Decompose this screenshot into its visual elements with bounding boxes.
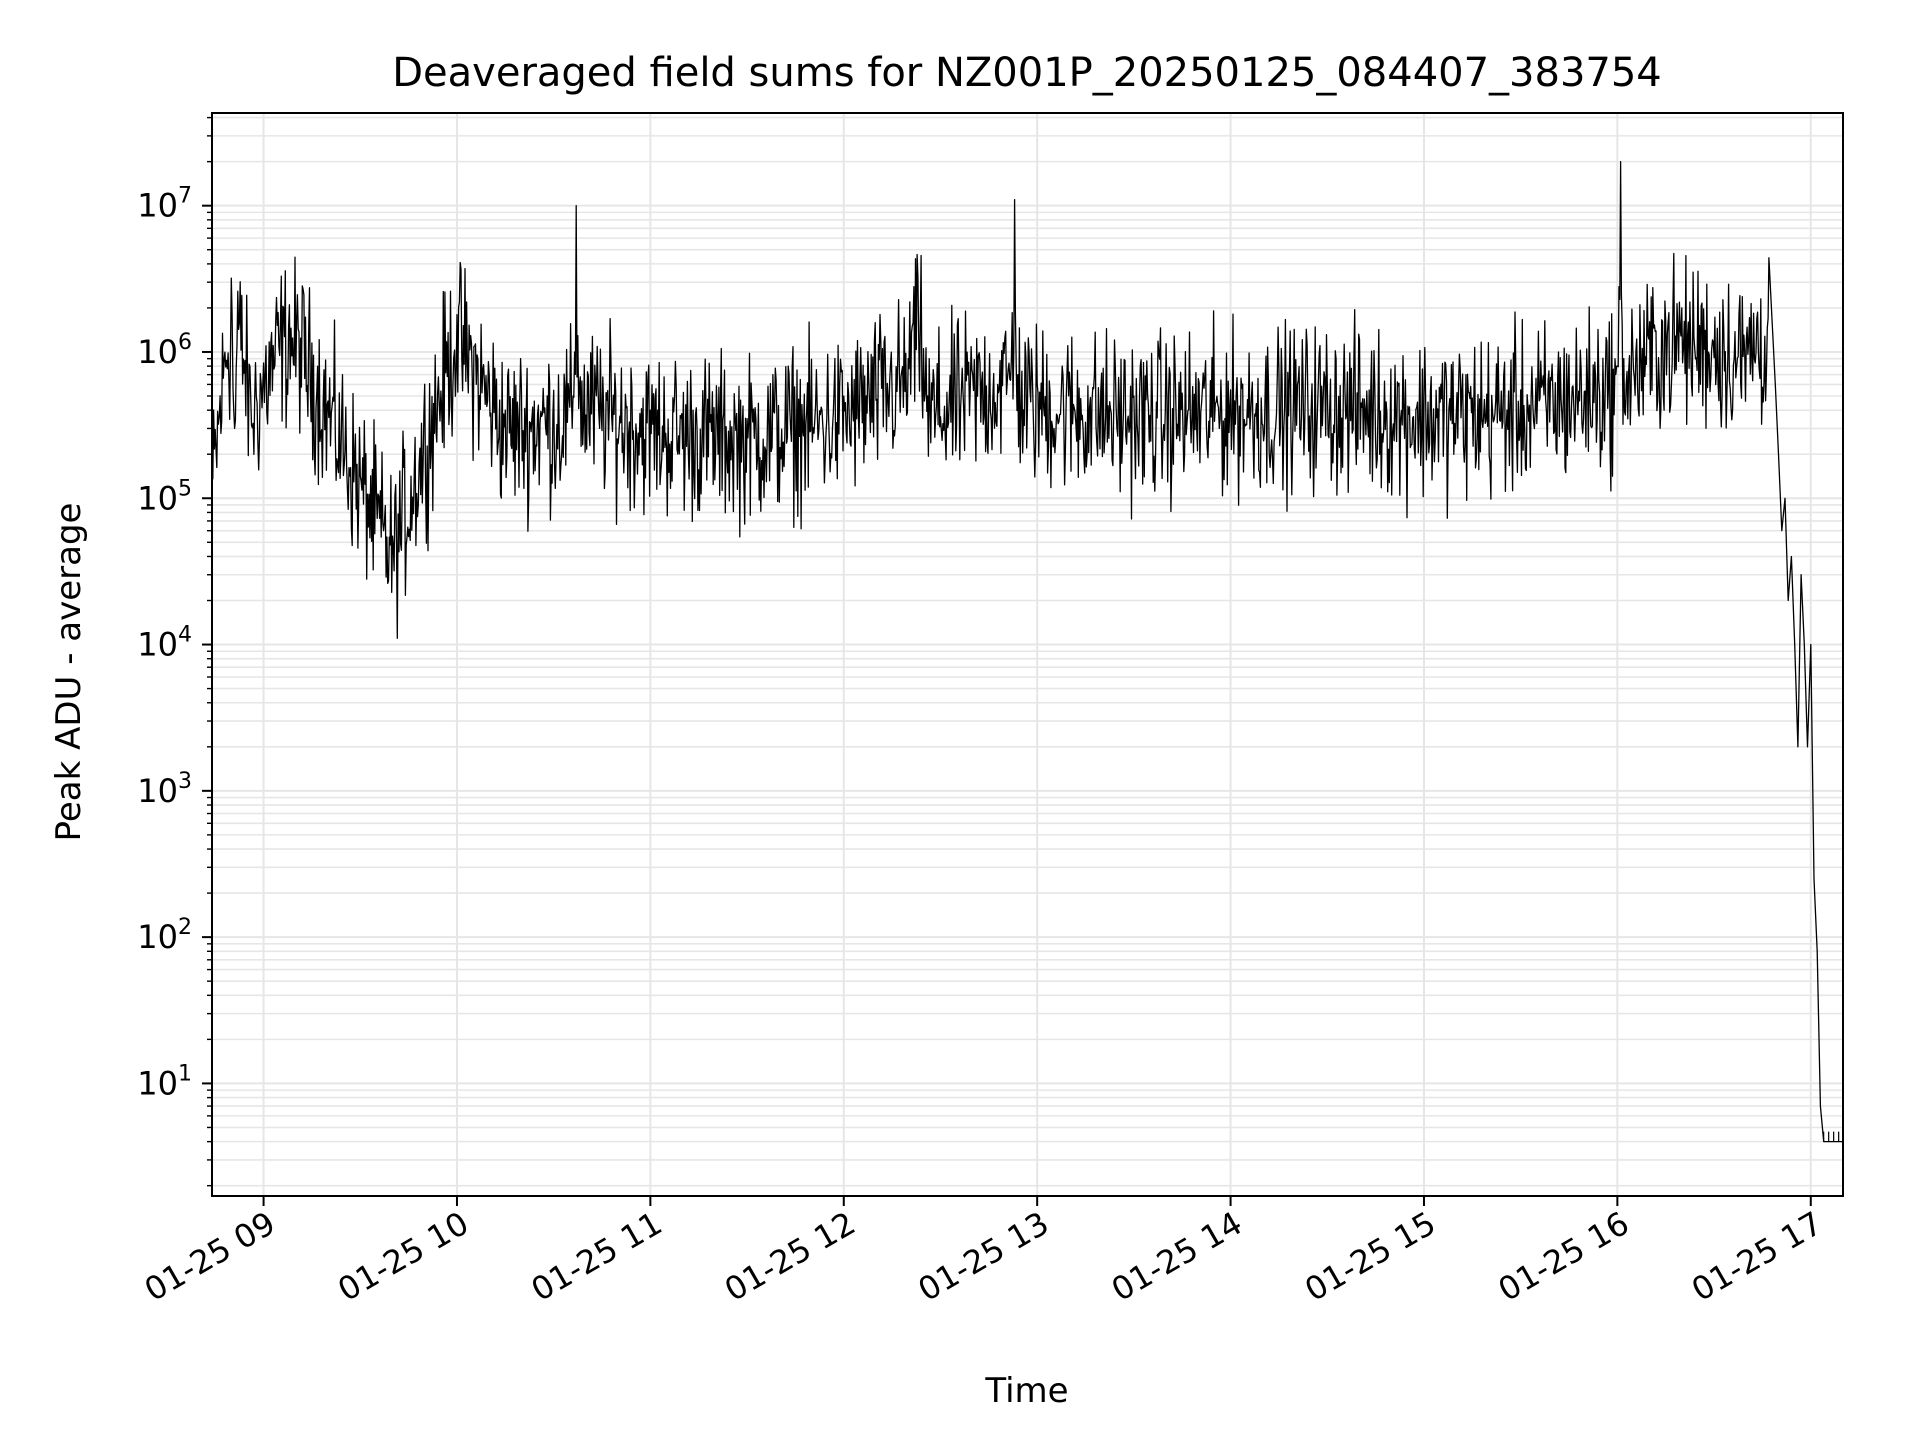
y-tick-label: 102 (137, 915, 192, 956)
y-tick-label: 101 (137, 1061, 192, 1102)
x-axis-label: Time (984, 1371, 1068, 1411)
series-layer (211, 160, 1843, 1143)
y-tick-label: 103 (137, 769, 192, 810)
plot-frame (211, 112, 1844, 1197)
y-tick-label: 105 (137, 476, 192, 517)
y-tick-label: 104 (137, 623, 192, 664)
y-tick-label: 107 (137, 184, 192, 225)
chart-title: Deaveraged field sums for NZ001P_2025012… (392, 50, 1662, 96)
series-line (211, 160, 1843, 1143)
y-axis-label: Peak ADU - average (49, 503, 89, 842)
y-tick-label: 106 (137, 330, 192, 371)
